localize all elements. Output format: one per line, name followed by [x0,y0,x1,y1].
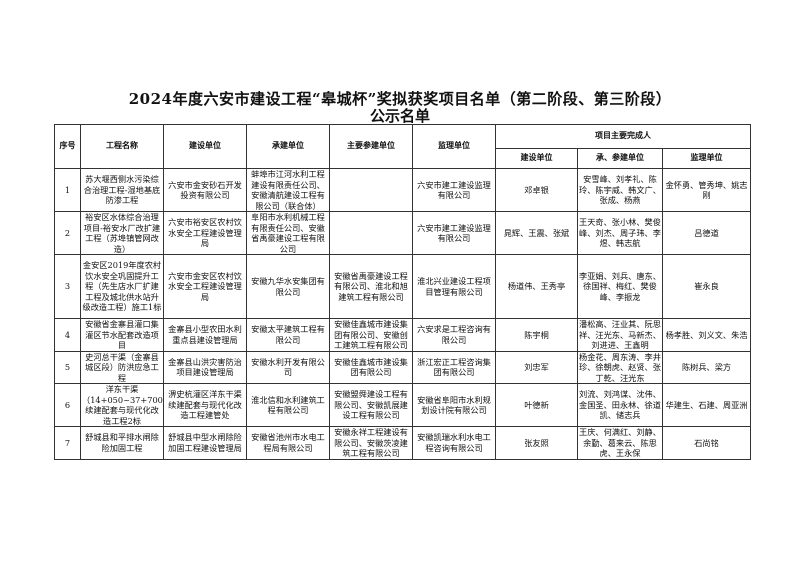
cell-supervisor: 浙江宏正工程咨询集团有限公司 [412,350,496,384]
cell-p-contractor: 王庆、何满红、刘静、余勤、葛来云、陈思虎、王永保 [577,426,663,460]
cell-p-owner: 叶德新 [495,383,578,427]
cell-owner: 金寨县小型农田水利重点县建设管理局 [163,318,247,352]
document-subtitle: 公示名单 [369,107,430,125]
cell-p-contractor: 杨金花、周东涛、李井珍、徐朝虎、赵贤、张丁乾、汪光东 [577,350,663,384]
cell-p-owner: 邓卓银 [495,168,578,212]
cell-contractor: 安徽太平建筑工程有限公司 [246,318,330,352]
table-row: 1 苏大堰西侧水污染综合治理工程-湿地基底防渗工程 六安市金安砂石开发投资有限公司蚌… [54,168,752,212]
header-person-contractor: 承、参建单位 [577,148,663,169]
cell-participants: 安徽省禹豪建设工程有限公司、淮北和旭建筑工程有限公司 [329,254,413,319]
cell-contractor: 蚌埠市江河水利工程建设有限责任公司、安徽清航建设工程有限公司（联合体） [246,168,330,212]
cell-project: 安徽省金寨县灌口集灌区节水配套改造项目 [80,318,164,352]
table-row: 4 安徽省金寨县灌口集灌区节水配套改造项目 金寨县小型农田水利重点县建设管理局 安徽太… [54,318,752,352]
cell-p-supervisor: 石尚铭 [661,426,752,460]
table-row: 7 舒城县和平排水闸除险加固工程 舒城县中型水闸除险加固工程建设管理局 安徽省池州市水… [54,426,752,460]
cell-p-contractor: 王天奇、张小林、樊俊峰、刘杰、周子玮、李煜、韩志航 [577,211,663,255]
cell-p-supervisor: 崔永良 [661,254,752,319]
award-list-table: 序号 工程名称 建设单位 承建单位 主要参建单位 监理单位 项目主要完成人 建设… [54,124,752,460]
cell-project: 金安区2019年度农村饮水安全巩固提升工程（先生店水厂扩建工程及城北供水站升级改… [80,254,164,319]
header-persons-group: 项目主要完成人 [494,124,752,149]
cell-project: 裕安区水体综合治理项目-裕安水厂改扩建工程（苏埠镇管网改造） [80,211,164,255]
cell-p-supervisor: 杨孝胜、刘义文、朱浩 [661,318,752,352]
cell-p-contractor: 李亚娟、刘兵、唐东、徐国祥、梅红、樊俊峰、李振龙 [577,254,663,319]
cell-index: 2 [54,211,81,255]
cell-p-supervisor: 华建生、石建、周亚洲 [661,383,752,427]
cell-p-owner: 张友照 [495,426,578,460]
cell-project: 舒城县和平排水闸除险加固工程 [80,426,164,460]
document-title: 2024年度六安市建设工程“皋城杯”奖拟获奖项目名单（第二阶段、第三阶段） [128,90,672,108]
cell-index: 5 [54,350,81,384]
header-contractor: 承建单位 [246,124,330,169]
cell-index: 7 [54,426,81,460]
cell-index: 4 [54,318,81,352]
cell-owner: 六安市金安区农村饮水安全工程建设管理局 [163,254,247,319]
table-row: 6 洋东干渠（14+050~37+700）续建配套与现代化改造工程2标 淠史杭灌区洋… [54,383,752,427]
cell-supervisor: 安徽凯瑞水利水电工程咨询有限公司 [412,426,496,460]
header-project: 工程名称 [80,124,164,169]
cell-supervisor: 淮北兴业建设工程项目管理有限公司 [412,254,496,319]
cell-participants [329,211,413,255]
header-owner: 建设单位 [163,124,247,169]
header-person-owner: 建设单位 [495,148,578,169]
header-supervisor: 监理单位 [412,124,496,169]
cell-index: 3 [54,254,81,319]
cell-p-owner: 杨道伟、王秀亭 [495,254,578,319]
cell-participants: 安徽佳鑫城市建设集团有限公司、安徽创工建筑工程有限公司 [329,318,413,352]
cell-participants: 安徽永祥工程建设有限公司、安徽茨凌建筑工程有限公司 [329,426,413,460]
cell-p-contractor: 潘松高、汪业其、阮思祥、汪光东、马新杰、刘进进、王鑫明 [577,318,663,352]
cell-index: 1 [54,168,81,212]
cell-project: 史河总干渠（金寨县城区段）防洪应急工程 [80,350,164,384]
cell-supervisor: 六安市建工建设监理有限公司 [412,211,496,255]
cell-contractor: 安徽水利开发有限公司 [246,350,330,384]
cell-owner: 金寨县山洪灾害防治项目建设管理局 [163,350,247,384]
cell-contractor: 安徽九华水安集团有限公司 [246,254,330,319]
cell-contractor: 安徽省池州市水电工程局有限公司 [246,426,330,460]
cell-p-owner: 刘忠军 [495,350,578,384]
cell-supervisor: 六安求是工程咨询有限公司 [412,318,496,352]
cell-p-supervisor: 吕德道 [661,211,752,255]
cell-project: 洋东干渠（14+050~37+700）续建配套与现代化改造工程2标 [80,383,164,427]
cell-p-owner: 晁辉、王震、张斌 [495,211,578,255]
table-row: 2 裕安区水体综合治理项目-裕安水厂改扩建工程（苏埠镇管网改造） 六安市裕安区农村饮… [54,211,752,255]
cell-owner: 六安市金安砂石开发投资有限公司 [163,168,247,212]
cell-participants: 安徽佳鑫城市建设集团有限公司 [329,350,413,384]
cell-p-contractor: 安雪峰、刘孝礼、陈玲、陈宇威、韩文广、张成、杨燕 [577,168,663,212]
cell-supervisor: 安徽省阜阳市水利规划设计院有限公司 [412,383,496,427]
table-row: 5 史河总干渠（金寨县城区段）防洪应急工程 金寨县山洪灾害防治项目建设管理局 安徽水利… [54,350,752,384]
cell-p-contractor: 刘流、刘鸿谋、沈伟、金国圣、田永林、徐道凯、储志兵 [577,383,663,427]
cell-index: 6 [54,383,81,427]
cell-p-owner: 陈宇桐 [495,318,578,352]
header-participants: 主要参建单位 [329,124,413,169]
header-person-supervisor: 监理单位 [661,148,752,169]
cell-participants [329,168,413,212]
cell-p-supervisor: 金怀勇、管秀坤、姚志刚 [661,168,752,212]
cell-owner: 舒城县中型水闸除险加固工程建设管理局 [163,426,247,460]
cell-owner: 六安市裕安区农村饮水安全工程建设管理局 [163,211,247,255]
table-row: 3 金安区2019年度农村饮水安全巩固提升工程（先生店水厂扩建工程及城北供水站升级… [54,254,752,319]
cell-supervisor: 六安市建工建设监理有限公司 [412,168,496,212]
cell-p-supervisor: 陈树兵、梁方 [661,350,752,384]
cell-contractor: 淮北信和水利建筑工程有限公司 [246,383,330,427]
cell-contractor: 阜阳市水利机械工程有限责任公司、安徽省禹豪建设工程有限公司 [246,211,330,255]
cell-owner: 淠史杭灌区洋东干渠续建配套与现代化改造工程建管处 [163,383,247,427]
cell-participants: 安徽盟舜建设工程有限公司、安徽凯展建设工程有限公司 [329,383,413,427]
cell-project: 苏大堰西侧水污染综合治理工程-湿地基底防渗工程 [80,168,164,212]
header-index: 序号 [54,124,81,169]
